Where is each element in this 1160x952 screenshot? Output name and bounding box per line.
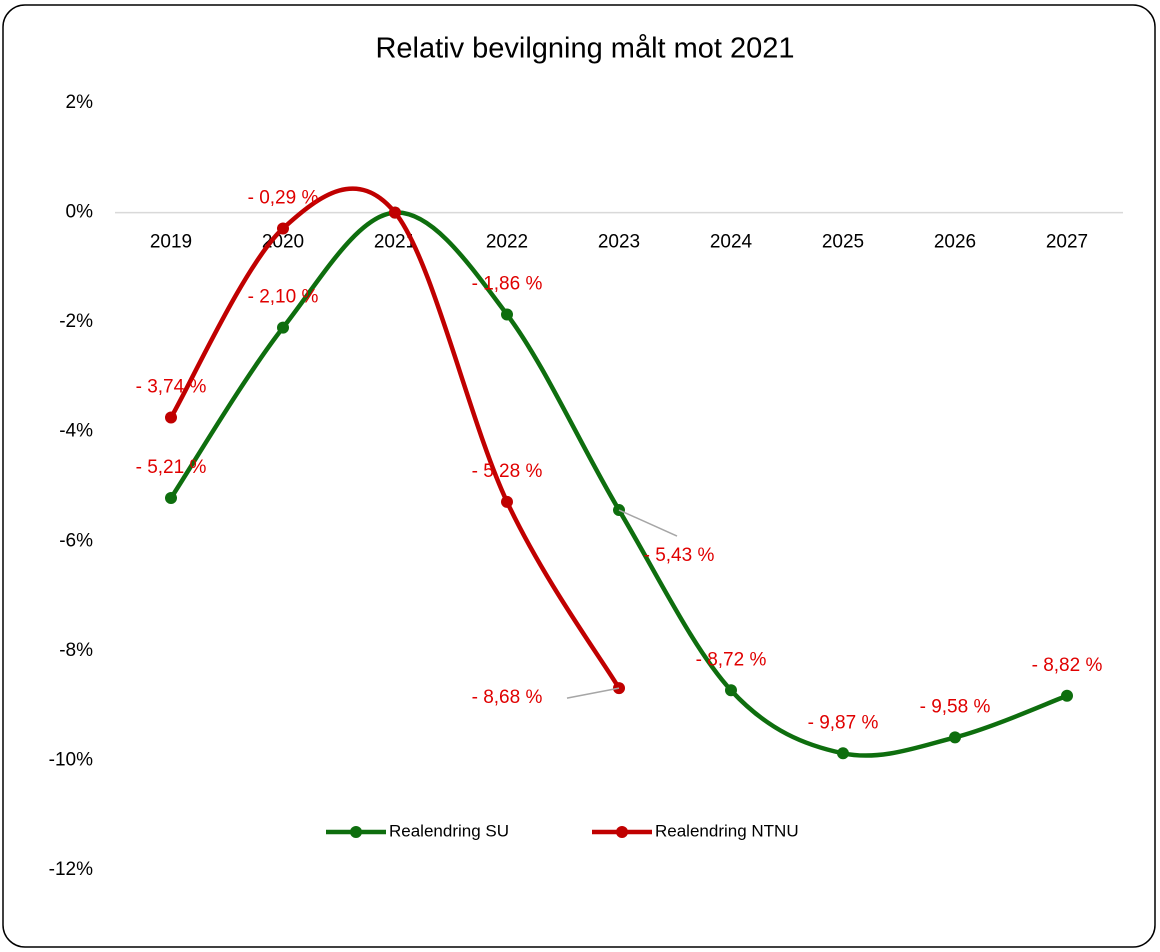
series-line [169,186,621,690]
chart-frame [2,4,1156,948]
x-tick-label: 2019 [150,232,192,253]
data-point [277,321,289,334]
legend-label: Realendring NTNU [655,821,799,840]
data-label: - 9,87 % [808,712,879,733]
x-tick-label: 2023 [598,232,640,253]
data-point [501,308,513,321]
data-label: - 5,21 % [136,457,207,478]
y-tick-label: -2% [59,311,93,332]
chart-title: Relativ bevilgning målt mot 2021 [375,33,794,65]
legend-marker [616,826,628,838]
data-label: - 1,86 % [472,273,543,294]
data-label: - 8,82 % [1032,655,1103,676]
data-point [165,411,177,424]
data-point [725,684,737,697]
x-tick-label: 2022 [486,232,528,253]
data-point [165,492,177,505]
y-tick-label: -10% [49,749,93,770]
data-point [837,747,849,760]
data-label: - 5,43 % [644,545,715,566]
x-tick-label: 2025 [822,232,864,253]
data-label: - 2,10 % [248,287,319,308]
x-tick-label: 2026 [934,232,976,253]
y-tick-label: -12% [49,859,93,880]
data-point [949,731,961,744]
y-tick-label: -4% [59,421,93,442]
data-point [389,206,401,219]
data-label: - 9,58 % [920,696,991,717]
leader-line [618,509,678,537]
data-label: - 0,29 % [248,187,319,208]
leader-line [566,687,620,699]
data-point [1061,689,1073,702]
series-line [169,210,1068,758]
data-label: - 8,68 % [472,687,543,708]
y-tick-label: -6% [59,530,93,551]
data-label: - 3,74 % [136,376,207,397]
legend-marker [350,826,362,838]
data-label: - 8,72 % [696,649,767,670]
data-point [501,495,513,508]
y-tick-label: 2% [66,92,94,113]
x-tick-label: 2021 [374,232,416,253]
y-tick-label: 0% [66,202,94,223]
data-label: - 5,28 % [472,461,543,482]
x-tick-label: 2027 [1046,232,1088,253]
y-tick-label: -8% [59,640,93,661]
x-tick-label: 2024 [710,232,753,253]
legend-label: Realendring SU [389,821,509,840]
data-point [277,222,289,235]
